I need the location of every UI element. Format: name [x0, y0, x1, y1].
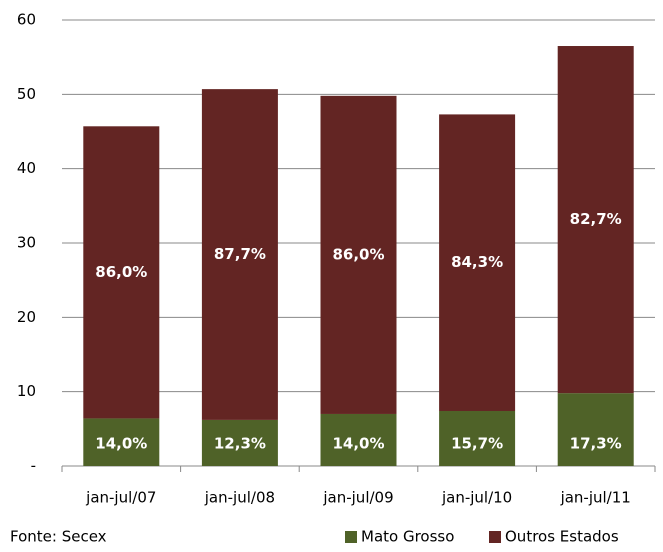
- data-label: 12,3%: [214, 435, 266, 453]
- y-tick-label: -: [31, 457, 36, 475]
- bar-segment: [320, 95, 397, 414]
- data-label: 87,7%: [214, 245, 266, 263]
- data-label: 84,3%: [451, 253, 503, 271]
- source: Fonte: Secex: [10, 528, 107, 546]
- legend-swatch: [345, 531, 357, 543]
- x-tick-label: jan-jul/07: [85, 489, 156, 507]
- bar-segment: [557, 393, 634, 466]
- legend-swatch: [489, 531, 501, 543]
- y-tick-label: 20: [17, 308, 36, 326]
- data-label: 86,0%: [332, 245, 384, 263]
- bar-segment: [439, 114, 516, 411]
- x-tick-label: jan-jul/10: [441, 489, 512, 507]
- y-tick-label: 60: [17, 11, 36, 29]
- legend-label: Mato Grosso: [361, 528, 454, 546]
- bar-segment: [320, 413, 397, 466]
- bar-segment: [557, 46, 634, 394]
- data-label: 14,0%: [332, 435, 384, 453]
- y-tick-label: 10: [17, 382, 36, 400]
- bar-segment: [201, 89, 278, 420]
- bar-segment: [83, 126, 160, 419]
- y-tick-label: 30: [17, 234, 36, 252]
- x-tick-label: jan-jul/08: [204, 489, 275, 507]
- x-tick-label: jan-jul/11: [560, 489, 631, 507]
- y-tick-label: 40: [17, 159, 36, 177]
- data-label: 86,0%: [95, 263, 147, 281]
- bar-segment: [201, 419, 278, 466]
- bar-segment: [439, 410, 516, 466]
- x-tick-label: jan-jul/09: [322, 489, 393, 507]
- data-label: 14,0%: [95, 435, 147, 453]
- legend-label: Outros Estados: [505, 528, 619, 546]
- y-tick-label: 50: [17, 85, 36, 103]
- bar-segment: [83, 418, 160, 466]
- data-label: 15,7%: [451, 435, 503, 453]
- data-label: 82,7%: [570, 210, 622, 228]
- data-label: 17,3%: [570, 435, 622, 453]
